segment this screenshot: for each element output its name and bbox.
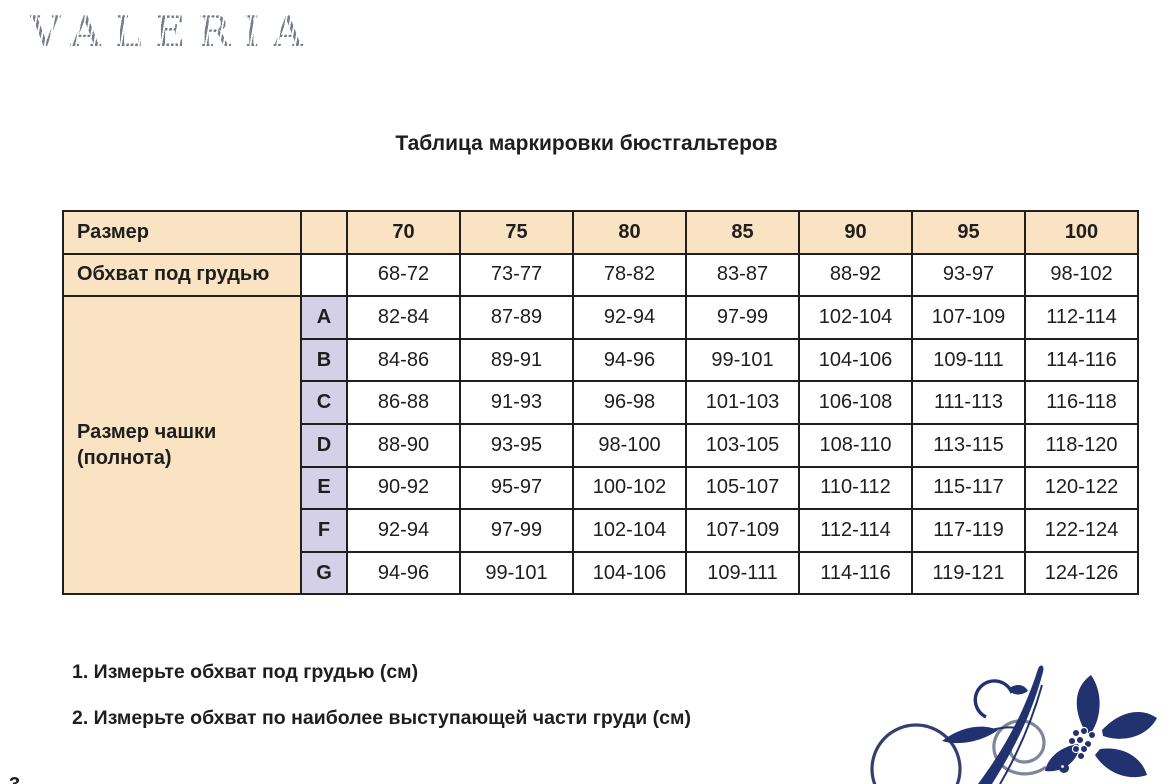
bra-size-table: Размер 70 75 80 85 90 95 100 Обхват под … (62, 210, 1139, 596)
bust-range-cell: 92-94 (346, 508, 461, 553)
underbust-cell: 88-92 (798, 252, 913, 298)
empty-cell (300, 252, 348, 298)
size-col-header: 95 (911, 210, 1026, 255)
bust-range-cell: 87-89 (459, 295, 574, 340)
instruction-step-1: 1. Измерьте обхват под грудью (см) (72, 661, 419, 683)
bust-range-cell: 111-113 (911, 380, 1026, 425)
bust-range-cell: 109-111 (911, 337, 1026, 383)
cup-row-E: E 90-92 95-97 100-102 105-107 110-112 11… (63, 465, 1139, 511)
bust-range-cell: 108-110 (798, 422, 913, 468)
size-col-header: 85 (685, 210, 800, 255)
bust-range-cell: 104-106 (572, 550, 687, 596)
bust-range-cell: 88-90 (346, 422, 461, 468)
bust-range-cell: 91-93 (459, 380, 574, 425)
bust-range-cell: 105-107 (685, 465, 800, 511)
cup-row-D: D 88-90 93-95 98-100 103-105 108-110 113… (63, 422, 1139, 468)
bust-range-cell: 116-118 (1024, 380, 1139, 425)
bust-range-cell: 92-94 (572, 295, 687, 340)
bust-range-cell: 110-112 (798, 465, 913, 511)
floral-ornament-icon (870, 665, 1157, 784)
bust-range-cell: 97-99 (685, 295, 800, 340)
cup-letter-cell: C (300, 380, 348, 425)
bust-range-cell: 89-91 (459, 337, 574, 383)
underbust-cell: 98-102 (1024, 252, 1139, 298)
bust-range-cell: 100-102 (572, 465, 687, 511)
instruction-step-3-partial: 3. (9, 774, 49, 784)
underbust-cell: 73-77 (459, 252, 574, 298)
instruction-step-2: 2. Измерьте обхват по наиболее выступающ… (72, 707, 691, 729)
bust-range-cell: 107-109 (685, 508, 800, 553)
bust-range-cell: 101-103 (685, 380, 800, 425)
underbust-row: Обхват под грудью 68-72 73-77 78-82 83-8… (62, 252, 1139, 298)
bust-range-cell: 107-109 (911, 295, 1026, 340)
cup-row-G: G 94-96 99-101 104-106 109-111 114-116 1… (63, 550, 1139, 596)
cup-size-label-line1: Размер чашки (77, 421, 217, 444)
underbust-cell: 68-72 (346, 252, 461, 298)
bust-range-cell: 90-92 (346, 465, 461, 511)
bust-range-cell: 117-119 (911, 508, 1026, 553)
cup-letter-cell: G (300, 550, 348, 596)
cup-letter-cell: E (300, 465, 348, 511)
size-row-label: Размер (62, 210, 302, 255)
size-col-header: 90 (798, 210, 913, 255)
size-col-header: 100 (1024, 210, 1139, 255)
bust-range-cell: 96-98 (572, 380, 687, 425)
bust-range-cell: 114-116 (798, 550, 913, 596)
bust-range-cell: 118-120 (1024, 422, 1139, 468)
bust-range-cell: 97-99 (459, 508, 574, 553)
bust-range-cell: 94-96 (346, 550, 461, 596)
size-header-row: Размер 70 75 80 85 90 95 100 (62, 210, 1139, 255)
cup-row-F: F 92-94 97-99 102-104 107-109 112-114 11… (63, 508, 1139, 553)
underbust-cell: 93-97 (911, 252, 1026, 298)
bust-range-cell: 120-122 (1024, 465, 1139, 511)
bust-range-cell: 95-97 (459, 465, 574, 511)
cup-letter-cell: B (300, 337, 348, 383)
bust-range-cell: 122-124 (1024, 508, 1139, 553)
cup-letter-cell: D (300, 422, 348, 468)
size-col-header: 75 (459, 210, 574, 255)
bust-range-cell: 99-101 (685, 337, 800, 383)
bust-range-cell: 102-104 (798, 295, 913, 340)
bust-range-cell: 98-100 (572, 422, 687, 468)
bust-range-cell: 106-108 (798, 380, 913, 425)
bust-range-cell: 86-88 (346, 380, 461, 425)
cup-size-label-cell: Размер чашки (полнота) (62, 295, 302, 596)
underbust-cell: 83-87 (685, 252, 800, 298)
bust-range-cell: 112-114 (1024, 295, 1139, 340)
bust-range-cell: 114-116 (1024, 337, 1139, 383)
bust-range-cell: 103-105 (685, 422, 800, 468)
bust-range-cell: 119-121 (911, 550, 1026, 596)
bust-range-cell: 93-95 (459, 422, 574, 468)
bust-range-cell: 104-106 (798, 337, 913, 383)
cup-letter-cell: F (300, 508, 348, 553)
bust-range-cell: 112-114 (798, 508, 913, 553)
bust-range-cell: 115-117 (911, 465, 1026, 511)
underbust-cell: 78-82 (572, 252, 687, 298)
bust-range-cell: 102-104 (572, 508, 687, 553)
bust-range-cell: 113-115 (911, 422, 1026, 468)
bust-range-cell: 94-96 (572, 337, 687, 383)
page-title: Таблица маркировки бюстгальтеров (395, 132, 778, 155)
cup-row-C: C 86-88 91-93 96-98 101-103 106-108 111-… (63, 380, 1139, 425)
bust-range-cell: 109-111 (685, 550, 800, 596)
cup-size-label-line2: (полнота) (77, 447, 172, 470)
cup-row-A: Размер чашки (полнота) A 82-84 87-89 92-… (62, 295, 1139, 596)
size-col-header: 80 (572, 210, 687, 255)
underbust-row-label: Обхват под грудью (62, 252, 302, 298)
bust-range-cell: 99-101 (459, 550, 574, 596)
empty-header-cell (300, 210, 348, 255)
cup-row-B: B 84-86 89-91 94-96 99-101 104-106 109-1… (63, 337, 1139, 383)
bust-range-cell: 124-126 (1024, 550, 1139, 596)
bust-range-cell: 84-86 (346, 337, 461, 383)
bust-range-cell: 82-84 (346, 295, 461, 340)
size-col-header: 70 (346, 210, 461, 255)
brand-logo: VALERIA (30, 7, 316, 56)
cup-letter-cell: A (300, 295, 348, 340)
